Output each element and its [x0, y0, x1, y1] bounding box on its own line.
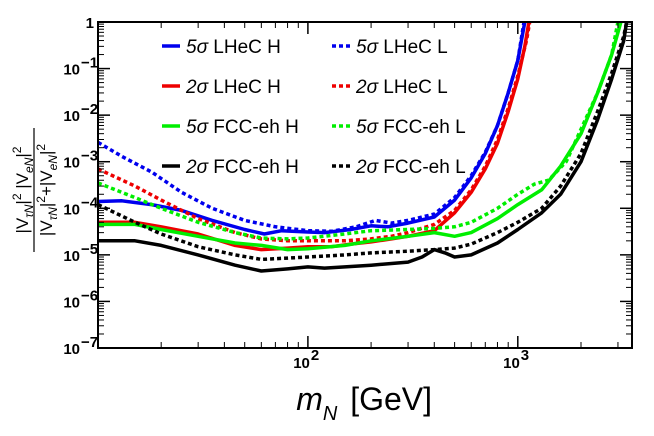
x-label-var: m [296, 381, 323, 417]
y-tick-label: 10 [63, 341, 80, 358]
series-line-7 [98, 22, 629, 273]
y-label-denominator-part: 2 [34, 144, 48, 151]
y-tick-label: 10 [63, 201, 80, 218]
axis-ticks [97, 21, 632, 349]
legend-sigma-5: 5σ [186, 117, 210, 138]
y-tick-label-exp: −4 [81, 194, 99, 211]
y-label-denominator-part: | [37, 203, 56, 207]
legend-sigma-8: 2σ [355, 157, 380, 178]
legend-label-4: 2σ LHeC L [355, 77, 448, 98]
legend-text-2: LHeC L [378, 37, 448, 58]
x-axis-label: mN [GeV] [296, 381, 432, 425]
legend-text-7: FCC-eh H [208, 157, 299, 178]
series-line-4 [98, 22, 532, 243]
legend-sigma-6: 5σ [356, 117, 380, 138]
y-tick-label-exp: −7 [81, 334, 98, 351]
y-tick-label: 10 [63, 155, 80, 172]
legend-text-3: LHeC H [208, 77, 281, 98]
y-tick-label-exp: −5 [81, 241, 98, 258]
y-label-numerator: |VτN|2 |VeN|2 [10, 146, 36, 233]
y-axis-label: |VτN|2 |VeN|2|VτN|2+|VeN|2 [10, 128, 60, 252]
legend-text-4: LHeC L [378, 77, 448, 98]
y-label-numerator-part: eN [22, 157, 36, 173]
x-tick-label: 10 [503, 355, 520, 372]
legend-label-8: 2σ FCC-eh L [355, 157, 466, 178]
y-label-numerator-part: |V [13, 172, 32, 193]
series-line-5 [98, 22, 623, 252]
curves-layer [98, 22, 629, 273]
x-label-sub: N [323, 403, 338, 425]
y-tick-label: 10 [63, 62, 80, 79]
legend-sigma-7: 2σ [185, 157, 210, 178]
tick-labels: 110 −110 −210 −310 −410 −510 −610 −710 2 10 3 [63, 15, 529, 372]
y-label-numerator-part: τN [22, 204, 36, 217]
legend-text-6: FCC-eh L [378, 117, 466, 138]
y-label-numerator-part: 2 [10, 193, 24, 200]
y-label-numerator-part: | [13, 153, 32, 157]
y-tick-label-exp: −6 [81, 287, 98, 304]
series-line-8 [98, 22, 629, 262]
y-label-denominator-part: τN [46, 207, 60, 220]
y-tick-label-exp: −3 [81, 148, 98, 165]
y-tick-label: 1 [86, 15, 94, 32]
y-label-denominator-part: 2 [34, 196, 48, 203]
y-tick-label: 10 [63, 294, 80, 311]
y-tick-label-exp: −2 [81, 101, 98, 118]
legend-label-3: 2σ LHeC H [185, 77, 281, 98]
y-label-denominator-part: | [37, 151, 56, 155]
y-label-denominator-part: |V [37, 220, 56, 236]
plot-frame [97, 21, 633, 349]
y-label-denominator-part: +|V [37, 170, 56, 196]
x-label-unit: [GeV] [341, 381, 432, 417]
series-line-6 [98, 22, 620, 241]
legend-sigma-2: 5σ [356, 37, 380, 58]
series-line-2 [98, 22, 526, 234]
y-label-numerator-part: |V [13, 217, 32, 233]
series-line-1 [98, 22, 527, 236]
y-tick-label: 10 [63, 108, 80, 125]
y-tick-label-exp: −1 [81, 55, 98, 72]
x-tick-label-exp: 2 [311, 347, 319, 364]
legend-sigma-3: 2σ [185, 77, 210, 98]
legend-sigma-4: 2σ [355, 77, 380, 98]
x-tick-label: 10 [293, 355, 310, 372]
legend-label-2: 5σ LHeC L [356, 37, 448, 58]
y-label-numerator-part: 2 [10, 146, 24, 153]
legend-sigma-1: 5σ [186, 37, 210, 58]
legend: 5σ LHeC H 5σ LHeC L2σ LHeC H 2σ LHeC L5σ F… [162, 37, 466, 178]
x-tick-label-exp: 3 [521, 347, 529, 364]
y-label-numerator-part: | [13, 200, 32, 204]
legend-label-6: 5σ FCC-eh L [356, 117, 466, 138]
y-label-denominator: |VτN|2+|VeN|2 [34, 144, 60, 236]
legend-text-1: LHeC H [208, 37, 281, 58]
legend-label-1: 5σ LHeC H [186, 37, 281, 58]
legend-text-5: FCC-eh H [208, 117, 299, 138]
legend-label-7: 2σ FCC-eh H [185, 157, 299, 178]
y-tick-label: 10 [63, 248, 80, 265]
y-label-denominator-part: eN [46, 155, 60, 171]
legend-label-5: 5σ FCC-eh H [186, 117, 299, 138]
legend-text-8: FCC-eh L [378, 157, 466, 178]
